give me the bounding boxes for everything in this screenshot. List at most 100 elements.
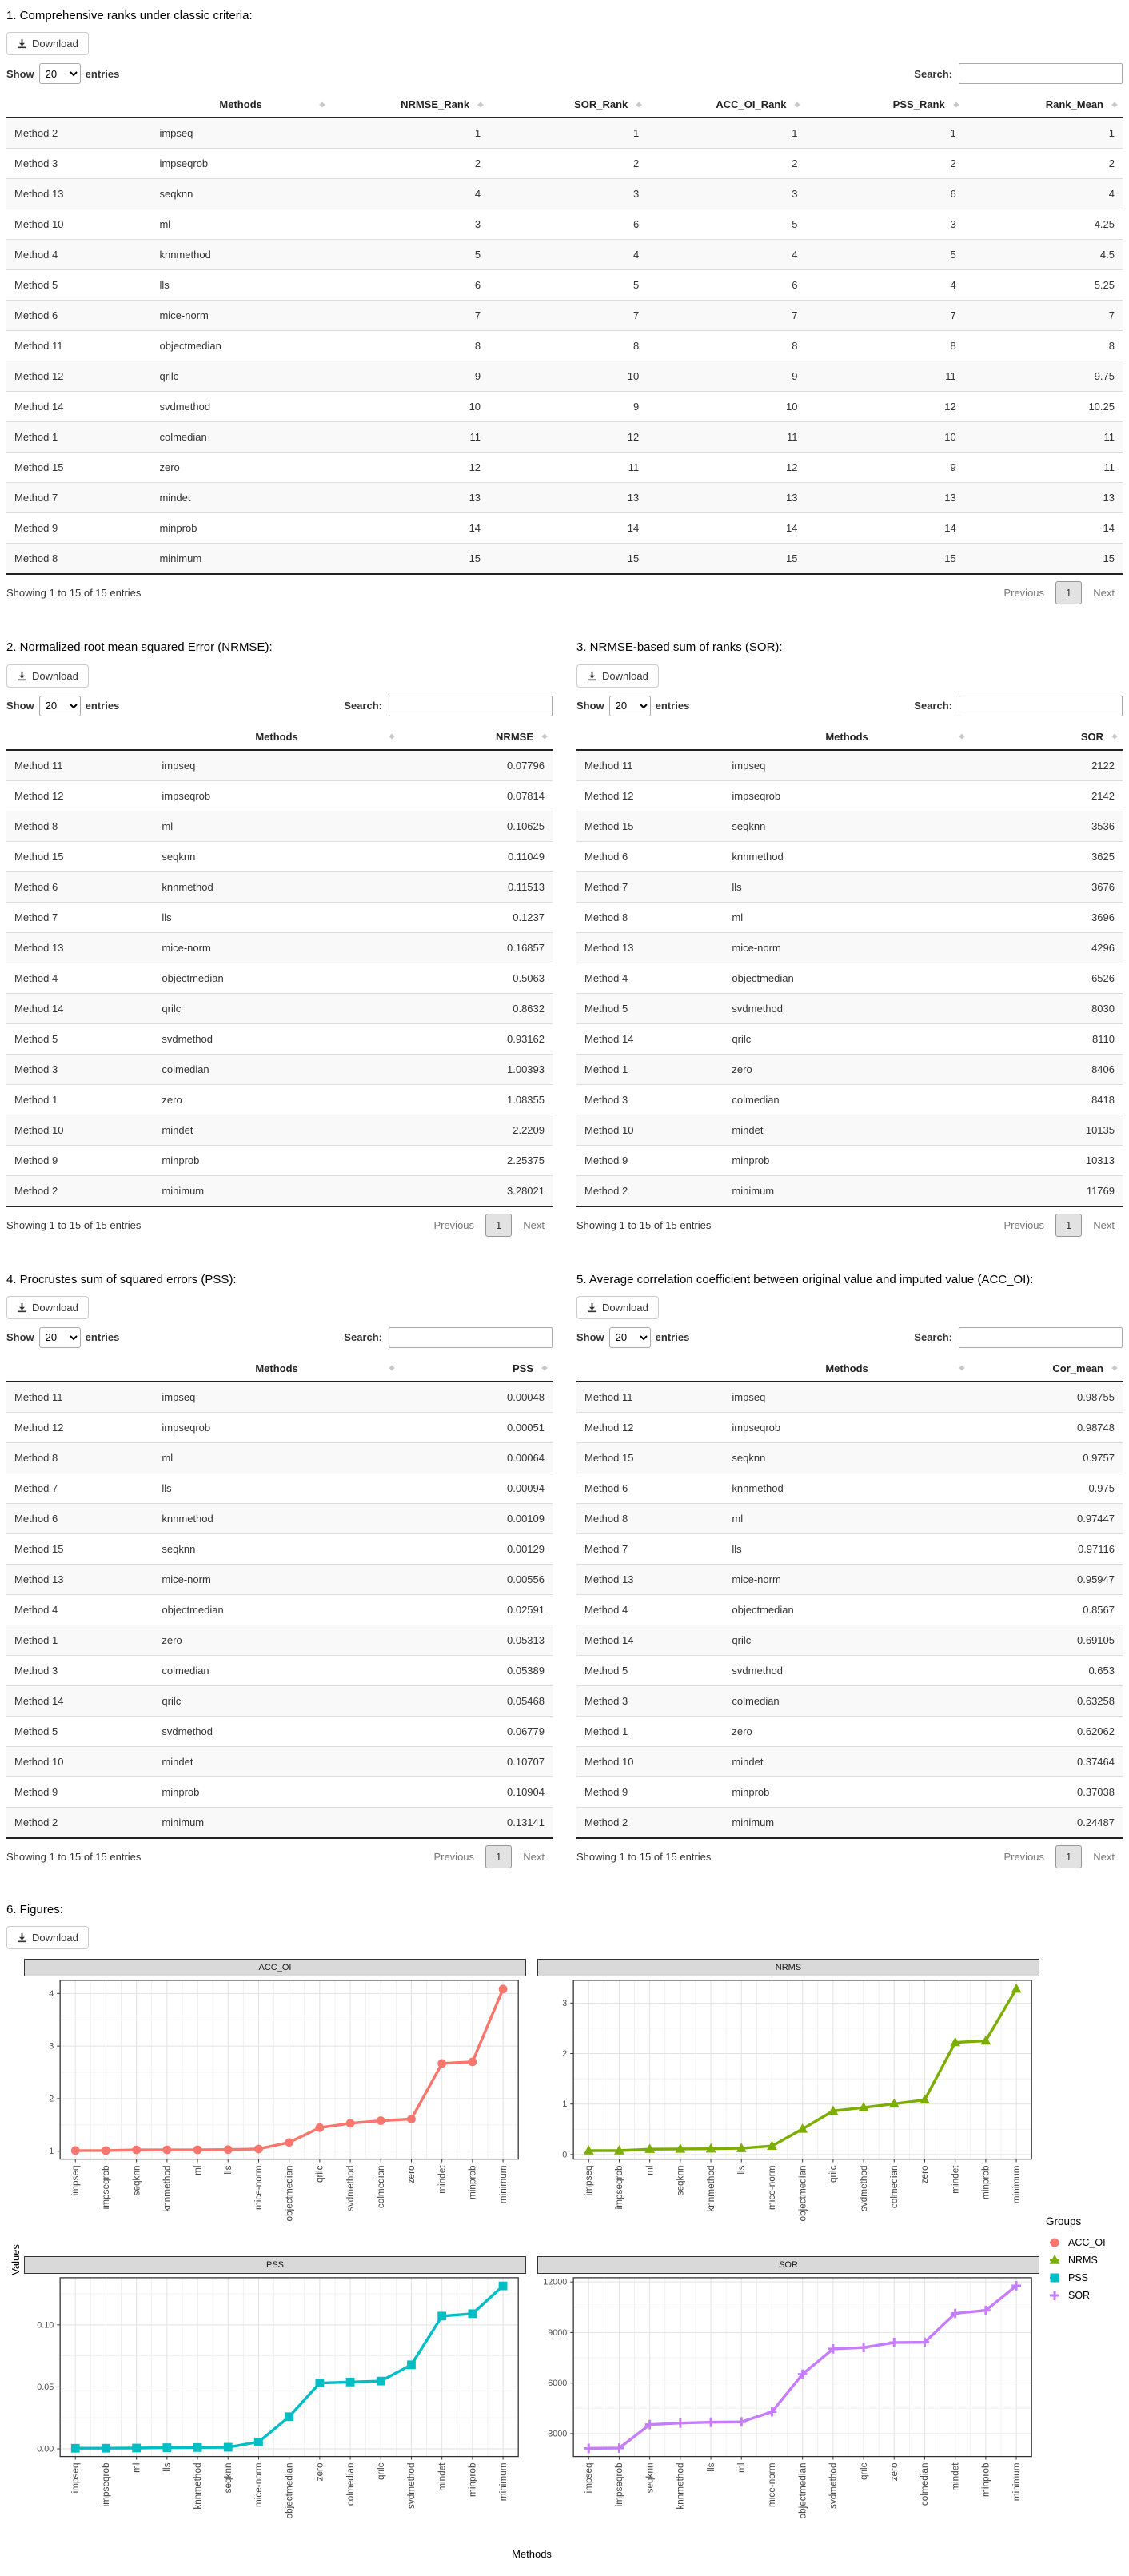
download-button[interactable]: Download <box>6 32 89 56</box>
search-input[interactable] <box>389 1326 553 1348</box>
next-page-button[interactable]: Next <box>523 1850 545 1863</box>
svg-text:1: 1 <box>562 2099 567 2109</box>
column-header-cor_mean[interactable]: Cor_mean <box>969 1355 1123 1382</box>
column-header-rowname <box>6 724 154 751</box>
page-length-select[interactable]: 20 <box>38 63 81 85</box>
column-header-sor[interactable]: SOR <box>969 724 1123 751</box>
column-header-rank_mean[interactable]: Rank_Mean <box>963 92 1123 119</box>
column-header-nrmse_rank[interactable]: NRMSE_Rank <box>329 92 489 119</box>
column-header-pss_rank[interactable]: PSS_Rank <box>805 92 964 119</box>
cell-value: 0.00556 <box>507 1573 545 1585</box>
page-length-control: Show 20 entries <box>6 63 119 85</box>
search-input[interactable] <box>389 695 553 716</box>
cell-row-label: Method 5 <box>584 1002 628 1015</box>
search-input[interactable] <box>959 695 1123 716</box>
cell-value: 2142 <box>1091 789 1115 802</box>
cell-value: 7 <box>1108 309 1115 322</box>
column-header-methods[interactable]: Methods <box>151 92 330 119</box>
next-page-button[interactable]: Next <box>1093 587 1115 600</box>
cell-row-label: Method 4 <box>584 1603 628 1616</box>
download-button[interactable]: Download <box>6 1926 89 1949</box>
cell-value: 8 <box>474 340 481 353</box>
cell-method-name: ml <box>162 1451 174 1464</box>
cell-method-name: ml <box>162 819 174 832</box>
next-page-button[interactable]: Next <box>1093 1850 1115 1863</box>
column-header-methods[interactable]: Methods <box>724 1355 970 1382</box>
cell-method-name: zero <box>162 1633 182 1646</box>
cell-row-label: Method 15 <box>14 850 64 863</box>
download-button[interactable]: Download <box>576 664 659 688</box>
cell-row-label: Method 9 <box>14 1785 58 1798</box>
page-length-select[interactable]: 20 <box>608 695 651 716</box>
svg-text:impseq: impseq <box>584 2165 594 2195</box>
download-button[interactable]: Download <box>576 1295 659 1319</box>
current-page-button[interactable]: 1 <box>1055 581 1083 605</box>
cell-method-name: impseq <box>162 759 196 772</box>
cell-row-label: Method 4 <box>14 249 58 261</box>
cell-value: 14 <box>469 522 481 535</box>
column-header-pss[interactable]: PSS <box>399 1355 553 1382</box>
previous-page-button[interactable]: Previous <box>1003 587 1045 600</box>
svg-text:9000: 9000 <box>548 2328 567 2338</box>
plus-marker-icon <box>1050 2291 1059 2301</box>
table-row: Method 15 seqknn 0.9757 <box>576 1442 1123 1473</box>
page-length-select[interactable]: 20 <box>38 1326 81 1348</box>
cell-method-name: lls <box>162 911 172 923</box>
cell-value: 11 <box>1103 431 1115 444</box>
cell-value: 15 <box>469 552 481 565</box>
cell-row-label: Method 2 <box>14 1816 58 1828</box>
cell-row-label: Method 10 <box>14 1755 64 1768</box>
column-header-acc_oi_rank[interactable]: ACC_OI_Rank <box>647 92 806 119</box>
download-button[interactable]: Download <box>6 1295 89 1319</box>
cell-value: 4 <box>792 249 798 261</box>
cell-value: 0.37038 <box>1077 1785 1115 1798</box>
current-page-button[interactable]: 1 <box>485 1213 513 1237</box>
search-input[interactable] <box>959 63 1123 85</box>
column-header-nrmse[interactable]: NRMSE <box>399 724 553 751</box>
current-page-button[interactable]: 1 <box>1055 1213 1083 1237</box>
cell-value: 0.05313 <box>507 1633 545 1646</box>
cell-value: 2 <box>792 158 798 170</box>
cell-value: 0.00094 <box>507 1481 545 1494</box>
cell-row-label: Method 11 <box>14 1390 63 1403</box>
cell-value: 11 <box>786 431 798 444</box>
previous-page-button[interactable]: Previous <box>433 1850 475 1863</box>
cell-method-name: seqknn <box>159 188 193 201</box>
column-header-methods[interactable]: Methods <box>154 724 400 751</box>
cell-value: 3 <box>474 218 481 231</box>
next-page-button[interactable]: Next <box>523 1218 545 1231</box>
legend-entry-acc_oi: ACC_OI <box>1046 2235 1123 2250</box>
cell-method-name: lls <box>159 279 170 292</box>
cell-method-name: svdmethod <box>732 1002 783 1015</box>
previous-page-button[interactable]: Previous <box>1003 1218 1045 1231</box>
column-header-methods[interactable]: Methods <box>724 724 970 751</box>
cell-method-name: colmedian <box>732 1093 780 1106</box>
cell-value: 5 <box>792 218 798 231</box>
previous-page-button[interactable]: Previous <box>433 1218 475 1231</box>
current-page-button[interactable]: 1 <box>485 1844 513 1868</box>
search-input[interactable] <box>959 1326 1123 1348</box>
previous-page-button[interactable]: Previous <box>1003 1850 1045 1863</box>
table-row: Method 3 impseqrob 2 2 2 2 2 <box>6 148 1123 179</box>
download-icon <box>17 671 27 681</box>
section-title: 1. Comprehensive ranks under classic cri… <box>6 9 253 22</box>
cell-value: 0.11513 <box>507 880 545 893</box>
cell-value: 0.00129 <box>507 1542 545 1555</box>
page-length-control: Show 20 entries <box>576 695 689 716</box>
legend-entry-sor: SOR <box>1046 2288 1123 2303</box>
svg-text:objectmedian: objectmedian <box>284 2463 294 2519</box>
page-length-select[interactable]: 20 <box>38 695 81 716</box>
download-button[interactable]: Download <box>6 664 89 688</box>
download-icon <box>587 671 597 681</box>
cell-value: 12 <box>786 461 798 474</box>
table-row: Method 6 knnmethod 0.11513 <box>6 871 553 902</box>
cell-value: 11 <box>945 370 956 383</box>
pss-table: Methods PSS Method 11 impseq 0.00048 Method 1… <box>6 1355 553 1839</box>
column-header-sor_rank[interactable]: SOR_Rank <box>489 92 648 119</box>
page-length-select[interactable]: 20 <box>608 1326 651 1348</box>
column-header-methods[interactable]: Methods <box>154 1355 400 1382</box>
current-page-button[interactable]: 1 <box>1055 1844 1083 1868</box>
table-row: Method 6 knnmethod 0.975 <box>576 1473 1123 1503</box>
next-page-button[interactable]: Next <box>1093 1218 1115 1231</box>
cell-row-label: Method 1 <box>584 1063 628 1075</box>
